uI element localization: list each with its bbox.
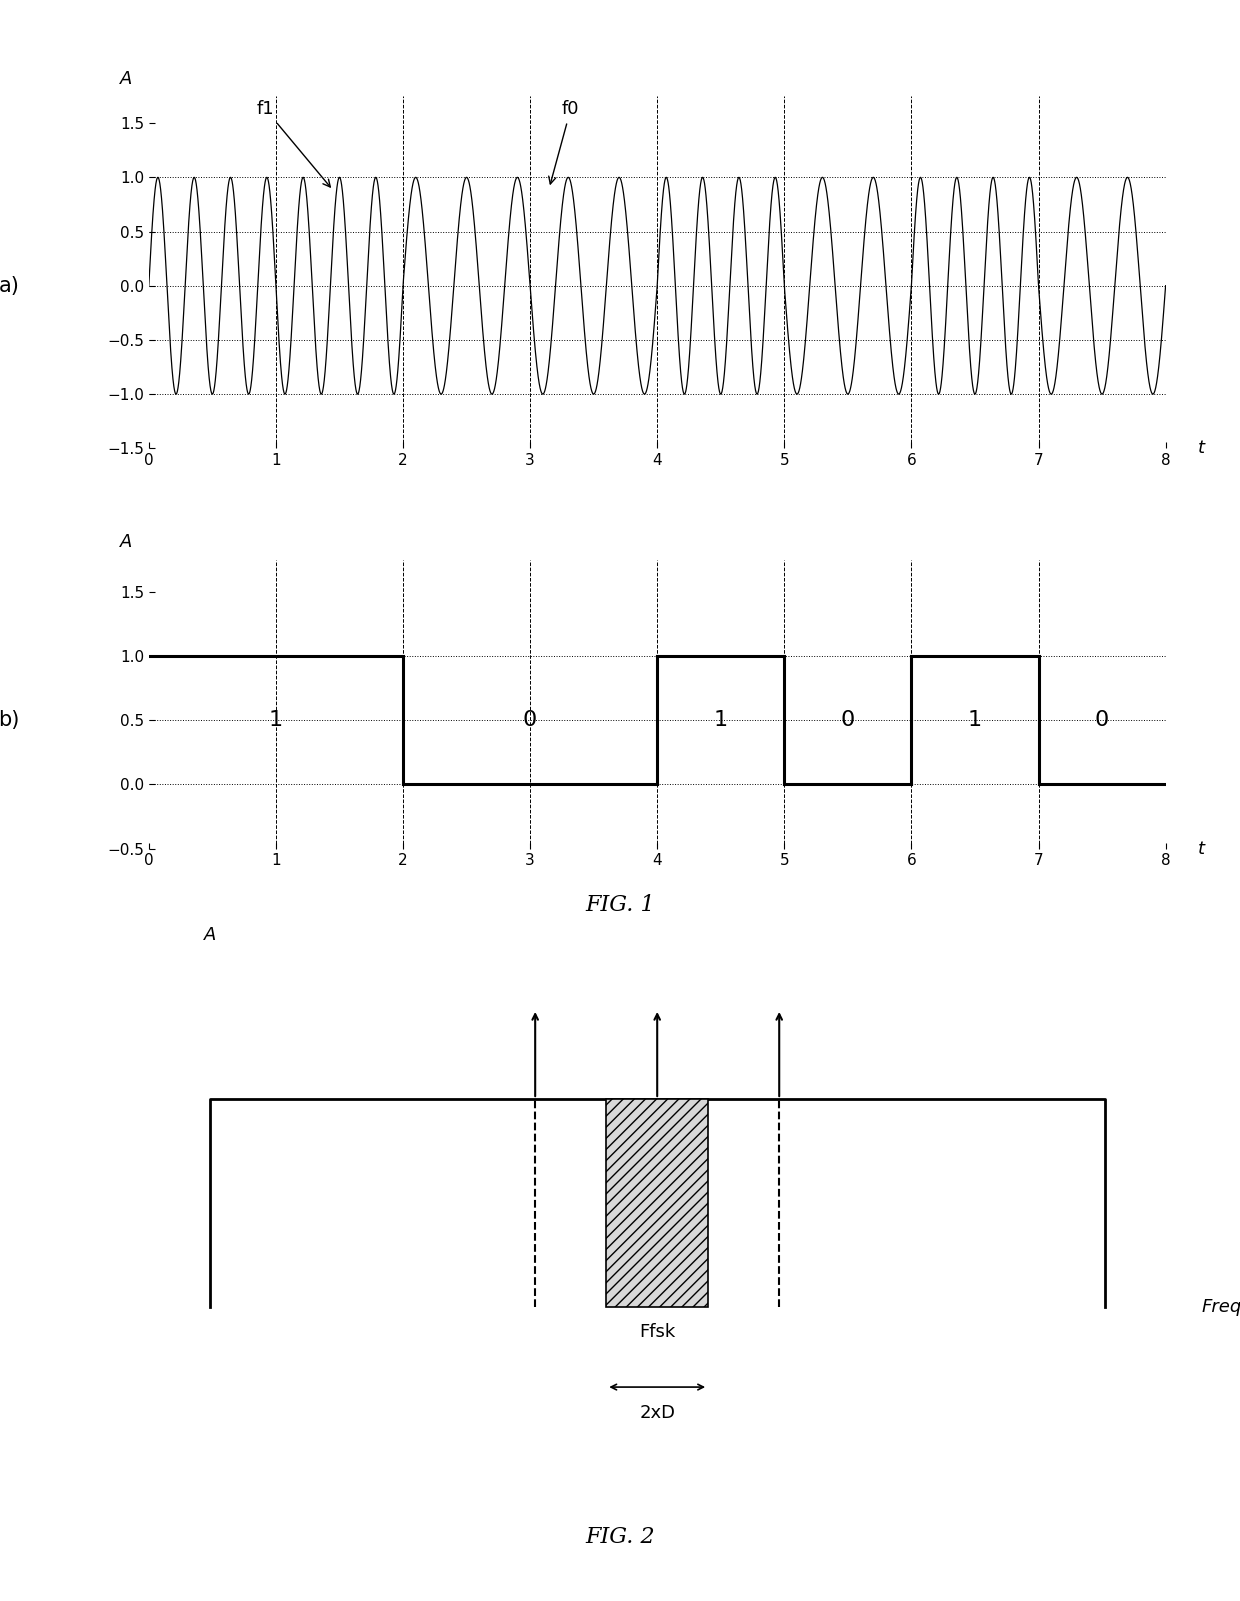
- Text: 0: 0: [523, 711, 537, 730]
- Text: t: t: [1198, 439, 1204, 458]
- Text: 1: 1: [714, 711, 728, 730]
- Text: Ffsk: Ffsk: [639, 1324, 676, 1342]
- Text: 0: 0: [841, 711, 854, 730]
- Text: 0: 0: [1095, 711, 1109, 730]
- Text: 2xD: 2xD: [639, 1404, 676, 1422]
- Text: 1: 1: [269, 711, 283, 730]
- Text: A: A: [120, 70, 133, 88]
- Bar: [606, 1098, 708, 1306]
- Text: Freq: Freq: [1202, 1298, 1240, 1316]
- Text: f0: f0: [549, 101, 579, 184]
- Text: t: t: [1198, 839, 1204, 858]
- Text: FIG. 1: FIG. 1: [585, 893, 655, 916]
- Text: A: A: [120, 533, 133, 551]
- Text: A: A: [203, 925, 216, 945]
- Text: 1: 1: [968, 711, 982, 730]
- Text: a): a): [0, 275, 20, 296]
- Text: b): b): [0, 711, 20, 730]
- Text: f1: f1: [257, 101, 330, 187]
- Text: FIG. 2: FIG. 2: [585, 1526, 655, 1548]
